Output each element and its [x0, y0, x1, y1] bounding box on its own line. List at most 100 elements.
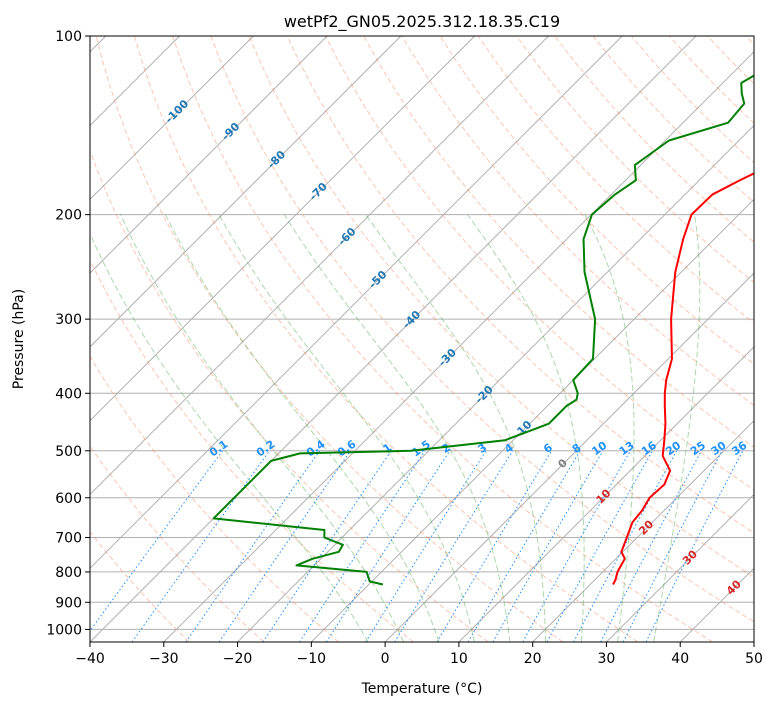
y-tick-label: 900: [55, 595, 82, 611]
mixing-ratio-line: [90, 450, 224, 632]
dry-adiabat: [95, 36, 564, 642]
mixing-ratio-line: [185, 450, 321, 642]
mixing-ratio-line: [522, 450, 631, 642]
isotherm-line: [384, 272, 754, 642]
dry-adiabat: [477, 36, 754, 324]
y-tick-label: 200: [55, 208, 82, 224]
moist-adiabat: [283, 214, 511, 642]
mixing-ratio-label: 20: [663, 439, 683, 459]
plot-frame: [89, 35, 755, 643]
isotherm-line: [90, 36, 328, 274]
dry-adiabat: [90, 355, 339, 642]
isotherm-label: 0: [555, 456, 570, 471]
isotherm-line: [606, 493, 754, 642]
x-tick-label: −30: [149, 651, 179, 667]
dry-adiabat: [592, 36, 754, 203]
dry-adiabat: [707, 36, 754, 85]
x-tick-label: −10: [297, 651, 327, 667]
mixing-ratio-label: 10: [589, 439, 609, 459]
y-tick-label: 400: [55, 386, 82, 402]
y-tick-label: 1000: [46, 622, 82, 638]
mixing-ratio-label: 6: [541, 441, 555, 456]
dry-adiabat: [363, 36, 754, 448]
isotherm-line: [458, 346, 754, 642]
isotherm-line: [90, 36, 254, 201]
mixing-ratio-line: [600, 450, 702, 642]
y-tick-label: 500: [55, 444, 82, 460]
mixing-ratio-label: 0.1: [207, 438, 230, 460]
x-tick-label: −20: [223, 651, 253, 667]
moist-adiabat: [467, 214, 585, 642]
isotherm-label: 30: [680, 547, 700, 567]
isotherm-label: -100: [163, 97, 192, 126]
moist-adiabat: [164, 214, 440, 642]
y-axis: 100 200 300 400 500 600 700 800 900 1000: [46, 29, 90, 638]
mixing-ratio-line: [299, 450, 426, 642]
x-tick-label: 30: [598, 651, 616, 667]
moist-adiabat: [90, 232, 369, 642]
moist-adiabat: [120, 214, 405, 642]
isotherm-line: [310, 198, 754, 642]
x-tick-label: 10: [450, 651, 468, 667]
y-tick-label: 600: [55, 491, 82, 507]
dry-adiabat: [554, 36, 754, 243]
y-tick-label: 700: [55, 531, 82, 547]
isotherm-label: 40: [724, 577, 744, 597]
dry-adiabat: [90, 531, 190, 642]
mixing-ratio-line: [436, 450, 553, 642]
mixing-ratio-label: 16: [639, 439, 659, 459]
isotherm-line: [90, 36, 549, 496]
dewpoint-profile: [212, 74, 754, 586]
mixing-ratio-line: [365, 450, 487, 642]
chart-title: wetPf2_GN05.2025.312.18.35.C19: [284, 12, 560, 32]
mixing-ratio-line: [573, 450, 678, 642]
mixing-ratio-line: [326, 450, 451, 642]
dry-adiabat: [516, 36, 754, 284]
y-tick-label: 300: [55, 312, 82, 328]
y-axis-label: Pressure (hPa): [11, 289, 27, 389]
moist-adiabat: [584, 214, 635, 642]
mixing-ratio-line: [546, 450, 653, 642]
isotherm-line: [237, 124, 754, 642]
moist-adiabat: [218, 214, 475, 642]
dry-adiabat: [90, 258, 414, 642]
y-tick-label: 800: [55, 565, 82, 581]
mixing-ratio-label: 25: [688, 439, 708, 458]
x-tick-label: −40: [75, 651, 105, 667]
dry-adiabat: [286, 36, 754, 534]
dry-adiabat: [630, 36, 754, 164]
dry-adiabat: [745, 36, 754, 46]
x-axis-label: Temperature (°C): [361, 681, 483, 697]
x-tick-label: 20: [524, 651, 542, 667]
dry-adiabat: [324, 36, 754, 491]
dry-adiabat: [90, 445, 265, 642]
mixing-ratio-label: 0.6: [335, 437, 359, 459]
mixing-ratio-line: [131, 450, 270, 642]
mixing-ratio-line: [394, 450, 514, 642]
mixing-ratio-line: [218, 450, 351, 642]
y-tick-label: 100: [55, 29, 82, 45]
moist-adiabat: [365, 214, 547, 642]
isotherm-line: [90, 36, 476, 422]
x-tick-label: 0: [381, 651, 390, 667]
isotherm-line: [90, 36, 697, 642]
temperature-profile: [612, 172, 754, 585]
isotherm-line: [163, 51, 754, 642]
mixing-ratio-line: [262, 450, 392, 642]
isotherm-label: -60: [335, 225, 358, 248]
x-tick-label: 40: [671, 651, 689, 667]
mixing-ratio-label: 0.2: [254, 438, 277, 460]
isotherm-line: [753, 641, 754, 642]
x-axis: −40 −30 −20 −10 0 10 20 30 40 50: [75, 642, 763, 667]
background-lines: [90, 36, 754, 642]
mixing-ratio-label: 2: [439, 441, 453, 456]
isotherm-line: [90, 36, 402, 348]
mixing-ratio-line: [622, 450, 723, 642]
isotherm-label: -50: [366, 268, 389, 291]
mixing-ratio-label: 1: [381, 441, 395, 456]
x-tick-label: 50: [745, 651, 763, 667]
dry-adiabat: [439, 36, 754, 365]
mixing-ratio-label: 30: [709, 439, 729, 459]
isotherm-line: [532, 419, 754, 642]
